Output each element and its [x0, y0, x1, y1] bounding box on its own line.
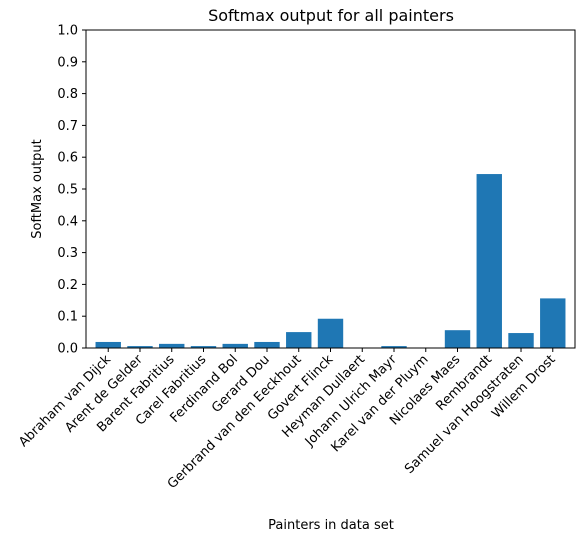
y-tick-label: 0.9 — [57, 55, 78, 70]
bar — [254, 341, 280, 348]
y-tick-label: 0.8 — [57, 87, 78, 102]
bar — [381, 346, 407, 348]
chart-title: Softmax output for all painters — [208, 6, 454, 25]
bar — [127, 346, 153, 348]
bar — [476, 174, 502, 348]
plot-area: 0.00.10.20.30.40.50.60.70.80.91.0Abraham… — [16, 24, 576, 492]
bar — [159, 343, 185, 348]
y-tick-label: 0.5 — [57, 183, 78, 198]
y-tick-label: 0.0 — [57, 342, 78, 357]
y-tick-label: 0.1 — [57, 310, 78, 325]
bar — [286, 332, 312, 348]
bar — [95, 341, 121, 348]
y-tick-label: 0.3 — [57, 246, 78, 261]
y-tick-label: 0.7 — [57, 119, 78, 134]
bar — [540, 298, 566, 348]
bar — [222, 343, 248, 348]
x-axis-label: Painters in data set — [268, 518, 394, 533]
y-tick-label: 1.0 — [57, 24, 78, 39]
y-tick-label: 0.2 — [57, 278, 78, 293]
bar — [444, 330, 471, 348]
bar — [508, 333, 534, 348]
y-axis-label: SoftMax output — [30, 139, 45, 239]
y-tick-label: 0.4 — [57, 214, 78, 229]
bar — [317, 318, 344, 348]
bar — [190, 346, 217, 348]
y-tick-label: 0.6 — [57, 151, 78, 166]
